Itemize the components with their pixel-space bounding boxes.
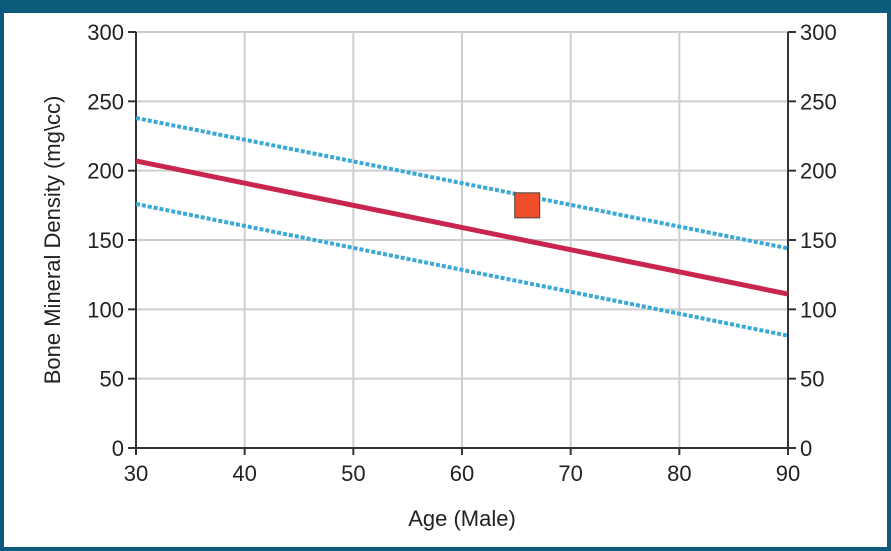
- points-layer: [514, 192, 541, 219]
- y-tick-label-left-6: 300: [87, 20, 124, 45]
- x-tick-label-0: 30: [124, 461, 148, 486]
- series-layer: [135, 116, 789, 338]
- series-line-lower-limit: [135, 201, 789, 338]
- y-tick-label-right-0: 0: [800, 436, 812, 461]
- y-tick-label-left-5: 250: [87, 89, 124, 114]
- x-tick-label-4: 70: [558, 461, 582, 486]
- y-tick-label-right-3: 150: [800, 228, 837, 253]
- y-tick-label-left-1: 50: [100, 367, 124, 392]
- y-tick-label-right-5: 250: [800, 89, 837, 114]
- y-tick-label-right-1: 50: [800, 367, 824, 392]
- x-tick-label-2: 50: [341, 461, 365, 486]
- x-tick-label-1: 40: [232, 461, 256, 486]
- y-tick-label-right-6: 300: [800, 20, 837, 45]
- y-tick-label-right-2: 100: [800, 297, 837, 322]
- y-tick-label-left-2: 100: [87, 297, 124, 322]
- x-tick-label-6: 90: [776, 461, 800, 486]
- x-axis-title: Age (Male): [408, 506, 516, 531]
- axes: [128, 31, 796, 455]
- series-line-upper-limit: [135, 116, 789, 251]
- x-tick-label-3: 60: [450, 461, 474, 486]
- y-tick-label-right-4: 200: [800, 159, 837, 184]
- x-tick-label-5: 80: [667, 461, 691, 486]
- series-line-mean: [135, 158, 789, 297]
- y-tick-label-left-3: 150: [87, 228, 124, 253]
- patient-point-0: [514, 192, 541, 219]
- y-tick-label-left-4: 200: [87, 159, 124, 184]
- grid: [135, 31, 789, 449]
- y-tick-label-left-0: 0: [112, 436, 124, 461]
- y-axis-title: Bone Mineral Density (mg\cc): [40, 96, 65, 385]
